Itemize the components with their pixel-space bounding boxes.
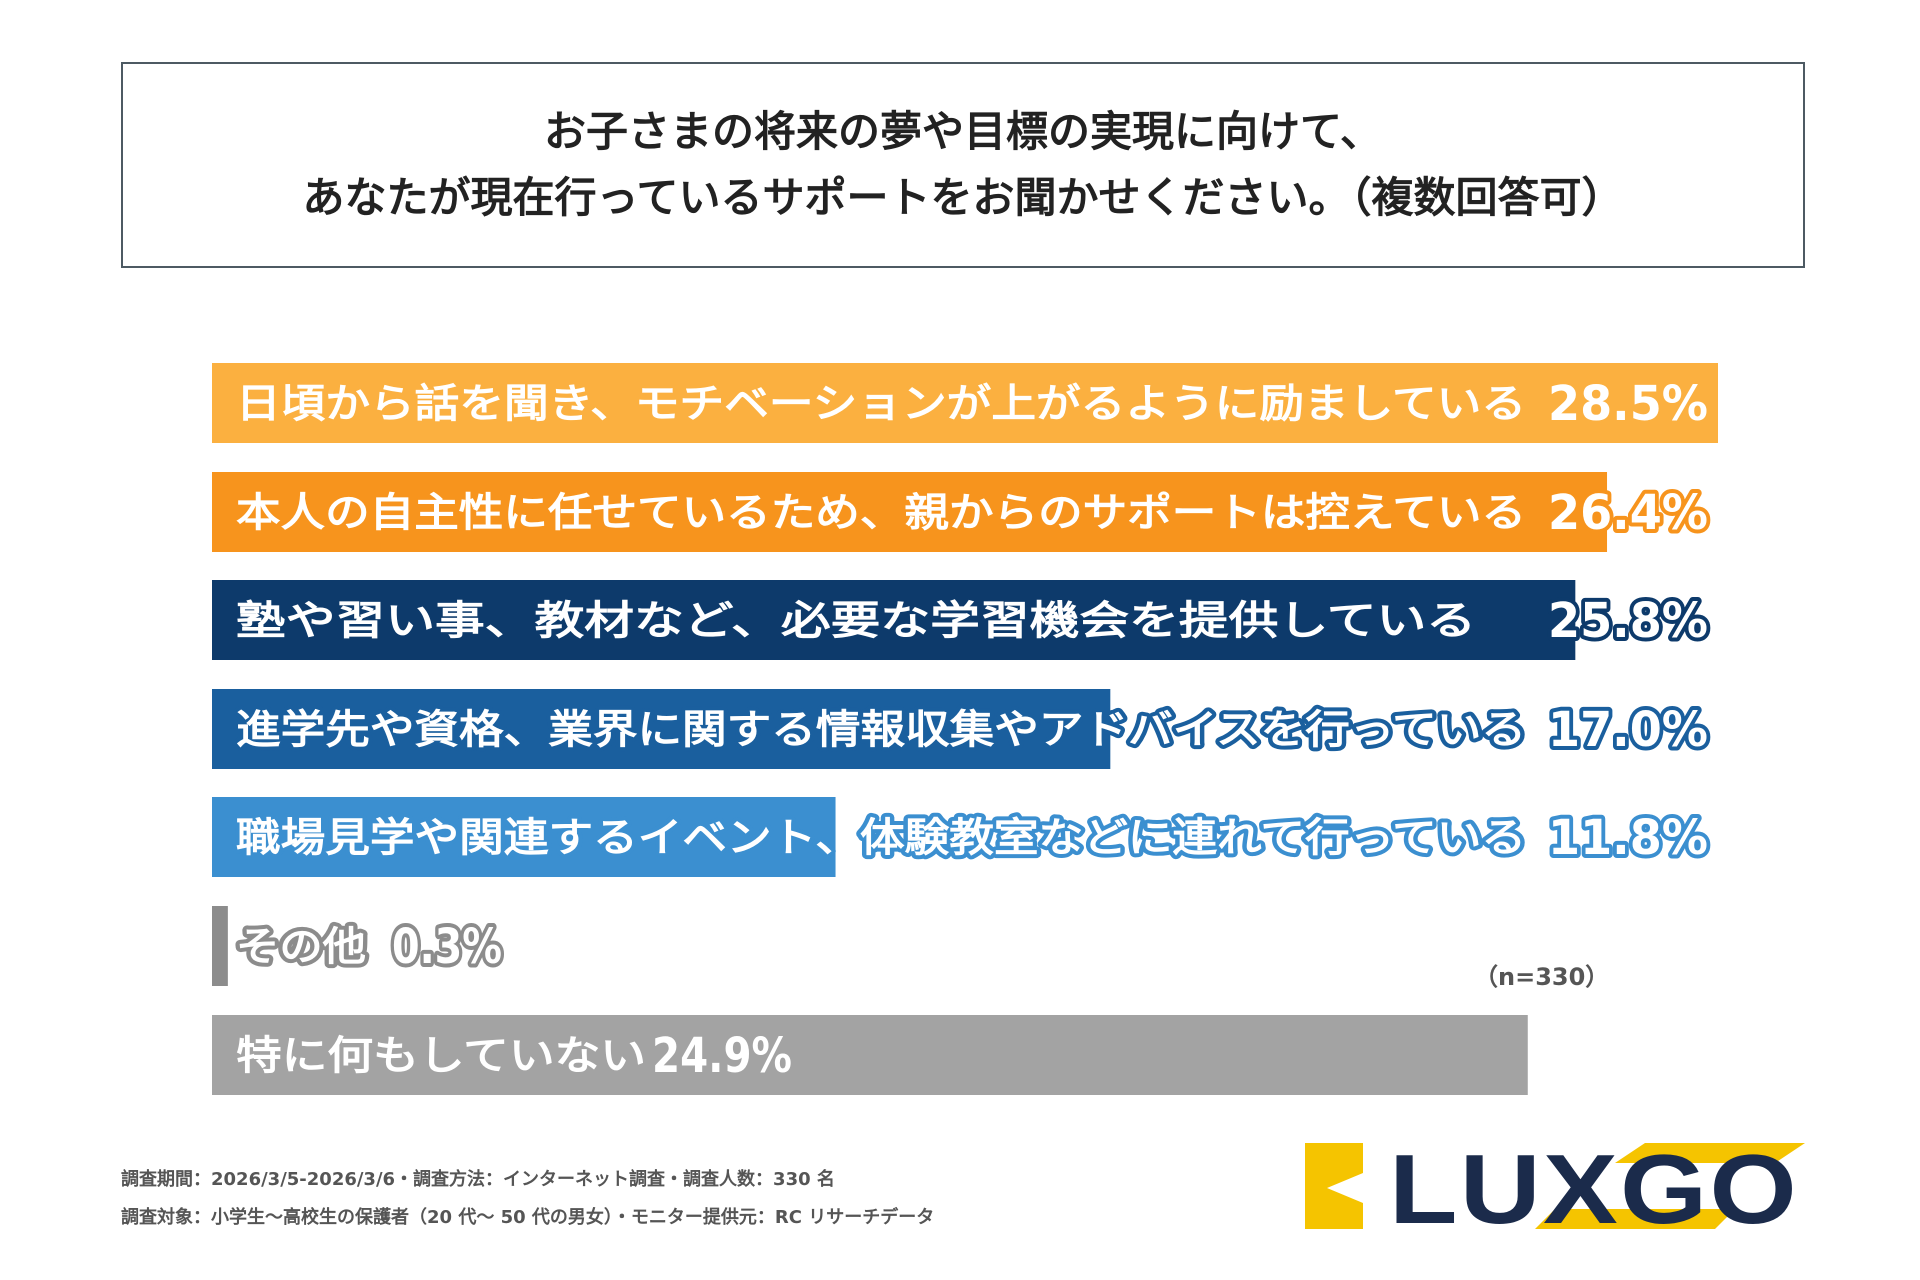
bar-value-label: 11.8% (1548, 810, 1708, 866)
bar (212, 689, 1111, 769)
bar-category-label: 進学先や資格、業界に関する情報収集やアドバイスを行っている (236, 707, 1526, 753)
title-box: お子さまの将来の夢や目標の実現に向けて、 あなたが現在行っているサポートをお聞か… (121, 62, 1805, 268)
survey-period-footnote: 調査期間：2026/3/5-2026/3/6・調査方法：インターネット調査・調査… (121, 1169, 835, 1190)
bar (212, 472, 1608, 552)
bar (212, 1015, 1528, 1095)
bar-category-label: 塾や習い事、教材など、必要な学習機会を提供している (236, 598, 1476, 644)
bar-value-label: 24.9% (652, 1028, 792, 1084)
logo-text: LUXGO (1389, 1143, 1799, 1229)
bar (212, 363, 1718, 443)
bar (212, 580, 1576, 660)
sample-size-note: （n=330） (1474, 963, 1609, 991)
bar-value-label: 0.3% (392, 919, 502, 975)
bar-category-label: 特に何もしていない (236, 1033, 646, 1079)
bar-value-label: 28.5% (1548, 376, 1708, 432)
bar (212, 906, 228, 986)
luxgo-logo: LUXGO (1305, 1143, 1805, 1229)
logo-accent-bar (1615, 1143, 1805, 1163)
bar-value-label: 17.0% (1548, 702, 1708, 758)
bar-category-label: 本人の自主性に任せているため、親からのサポートは控えている (236, 490, 1526, 536)
bar-category-label: その他 (236, 924, 366, 970)
bar (212, 797, 836, 877)
bar-chart: 日頃から話を聞き、モチベーションが上がるように励ましている 28.5% 本人の自主性… (212, 363, 1718, 1095)
survey-target-footnote: 調査対象：小学生～高校生の保護者（20 代～ 50 代の男女）・モニター提供元：… (121, 1207, 935, 1228)
bar-value-label: 26.4% (1548, 485, 1708, 541)
bar-value-label: 25.8% (1548, 593, 1708, 649)
logo-accent-bar-low (1535, 1209, 1735, 1229)
bar-category-label: 職場見学や関連するイベント、体験教室などに連れて行っている (236, 815, 1526, 861)
title-line-2: あなたが現在行っているサポートをお聞かせください。（複数回答可） (302, 173, 1624, 222)
logo-accent-shape (1305, 1143, 1363, 1229)
title-line-1: お子さまの将来の夢や目標の実現に向けて、 (544, 107, 1382, 156)
bar-category-label: 日頃から話を聞き、モチベーションが上がるように励ましている (236, 381, 1526, 427)
